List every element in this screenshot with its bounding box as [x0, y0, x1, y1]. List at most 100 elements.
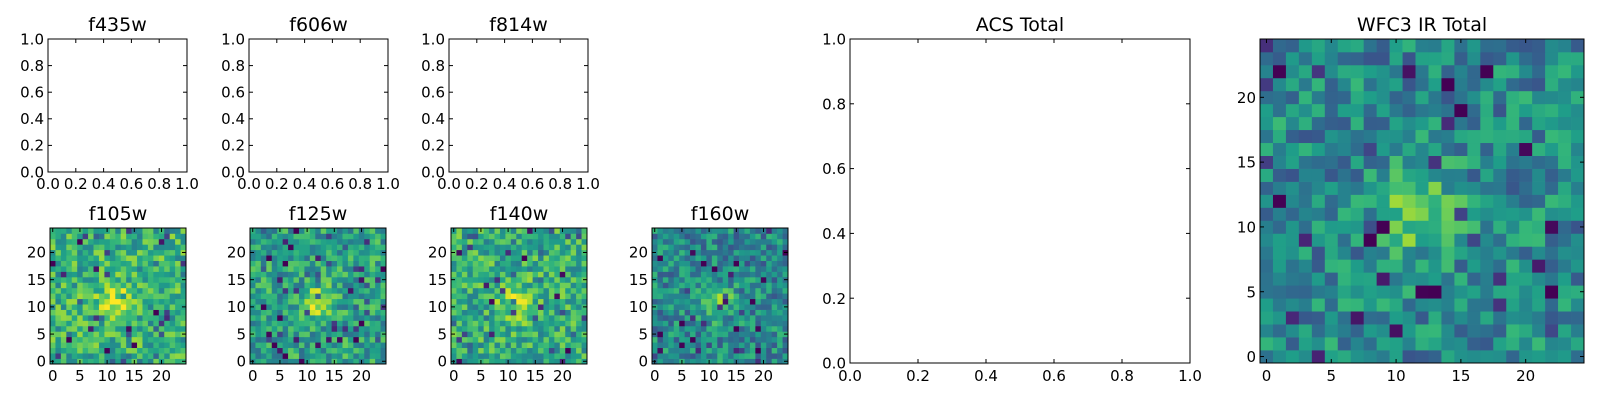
heatmap-cell [1428, 207, 1442, 221]
heatmap-cell [358, 293, 365, 300]
heatmap-cell [126, 276, 132, 283]
heatmap-cell [1519, 181, 1533, 195]
heatmap-cell [66, 342, 73, 349]
heatmap-cell [543, 293, 550, 300]
heatmap-cell [1454, 155, 1468, 169]
heatmap-cell [538, 255, 544, 261]
heatmap-cell [1571, 285, 1585, 299]
heatmap-cell [369, 244, 376, 251]
x-tick-label: 0.8 [147, 175, 171, 193]
heatmap-cell [570, 304, 577, 310]
heatmap-cell [668, 325, 675, 332]
heatmap-cell [499, 320, 506, 327]
heatmap-cell [532, 260, 539, 267]
heatmap-cell [1454, 116, 1468, 131]
heatmap-cell [77, 342, 83, 349]
heatmap-cell [722, 325, 729, 332]
heatmap-cell [369, 342, 376, 349]
heatmap-cell [1506, 116, 1520, 131]
heatmap-cell [467, 325, 474, 332]
heatmap-cell [142, 347, 149, 354]
heatmap-cell [1376, 207, 1390, 221]
heatmap-cell [1311, 51, 1326, 66]
heatmap-cell [82, 309, 89, 316]
heatmap-cell [1480, 207, 1494, 221]
heatmap-cell [456, 358, 463, 365]
heatmap-cell [88, 282, 94, 289]
heatmap-cell [353, 309, 360, 316]
y-tick-label: 20 [629, 244, 648, 262]
heatmap-cell [489, 249, 495, 256]
heatmap-cell [82, 287, 89, 294]
heatmap-cell [717, 266, 724, 272]
heatmap-cell [82, 293, 89, 300]
heatmap-cell [115, 244, 122, 251]
heatmap-cell [717, 304, 724, 310]
heatmap-cell [175, 255, 181, 261]
heatmap-cell [652, 298, 658, 305]
heatmap-cell [142, 304, 149, 310]
heatmap-cell [467, 315, 474, 321]
heatmap-cell [510, 353, 517, 359]
heatmap-cell [510, 325, 517, 332]
heatmap-cell [1506, 155, 1520, 169]
heatmap-cell [120, 353, 127, 359]
heatmap-cell [120, 276, 127, 283]
heatmap-cell [1519, 77, 1533, 92]
heatmap-cell [1376, 64, 1390, 79]
heatmap-cell [55, 238, 62, 245]
heatmap-cell [516, 353, 523, 359]
heatmap-cell [1532, 337, 1546, 351]
heatmap-cell [711, 315, 718, 321]
heatmap-cell [706, 304, 713, 310]
heatmap-cell [380, 255, 387, 261]
heatmap-cell [521, 315, 528, 321]
heatmap-cell [304, 271, 311, 278]
heatmap-cell [538, 287, 544, 294]
heatmap-cell [717, 342, 724, 349]
heatmap-cell [298, 298, 305, 305]
heatmap-cell [266, 358, 273, 365]
y-tick-label: 0.2 [822, 290, 846, 308]
heatmap-cell [98, 282, 105, 289]
heatmap-cell [538, 298, 544, 305]
heatmap-cell [749, 238, 756, 245]
heatmap-cell [320, 233, 327, 240]
heatmap-cell [164, 238, 171, 245]
heatmap-cell [510, 336, 517, 343]
heatmap-cell [581, 320, 588, 327]
heatmap-cell [700, 320, 707, 327]
heatmap-cell [180, 315, 187, 321]
heatmap-cell [1428, 90, 1442, 105]
heatmap-cell [50, 353, 56, 359]
heatmap-cell [679, 287, 685, 294]
heatmap-cell [298, 325, 305, 332]
heatmap-cell [71, 249, 78, 256]
heatmap-cell [744, 228, 751, 234]
heatmap-cell [1454, 168, 1468, 182]
heatmap-cell [684, 358, 691, 365]
heatmap-cell [576, 293, 582, 300]
y-tick-label: 0.0 [221, 163, 245, 181]
heatmap-cell [380, 238, 387, 245]
heatmap-cell [104, 309, 111, 316]
heatmap-cell [77, 293, 83, 300]
heatmap-cell [298, 233, 305, 240]
heatmap-cell [461, 228, 468, 234]
heatmap-cell [1285, 298, 1300, 312]
heatmap-cell [1389, 220, 1403, 234]
heatmap-cell [347, 320, 354, 327]
heatmap-cell [728, 266, 734, 272]
heatmap-cell [1506, 233, 1520, 247]
heatmap-cell [1389, 116, 1403, 131]
heatmap-cell [369, 255, 376, 261]
heatmap-cell [1272, 350, 1287, 364]
heatmap-cell [1558, 246, 1572, 260]
heatmap-cell [461, 276, 468, 283]
heatmap-cell [1545, 311, 1559, 325]
heatmap-cell [673, 238, 680, 245]
heatmap-cell [60, 276, 67, 283]
heatmap-cell [282, 336, 289, 343]
heatmap-cell [690, 304, 696, 310]
heatmap-cell [668, 304, 675, 310]
